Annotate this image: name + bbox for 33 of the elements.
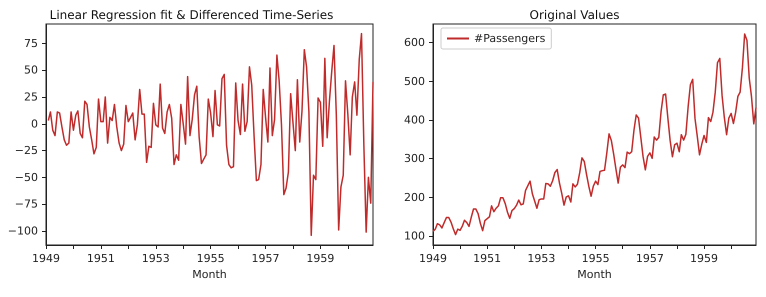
line-series: [432, 33, 757, 236]
x-tick-label: 1953: [527, 252, 556, 265]
y-tick-label: 200: [404, 190, 425, 204]
x-tick-label: 1959: [690, 252, 718, 265]
legend-label: #Passengers: [474, 32, 546, 45]
chart-title: Linear Regression fit & Differenced Time-Series: [50, 8, 334, 22]
x-axis-title: Month: [577, 268, 612, 281]
y-tick-label: −100: [8, 224, 38, 238]
x-tick-label: 1949: [32, 252, 60, 265]
y-tick-label: 25: [24, 90, 38, 104]
chart-title: Original Values: [530, 8, 620, 22]
x-tick-label: 1957: [636, 252, 664, 265]
x-tick-label: 1951: [86, 252, 115, 265]
x-tick-label: 1955: [582, 252, 610, 265]
y-tick-label: 500: [404, 74, 425, 88]
y-tick-label: 75: [24, 36, 38, 50]
x-tick-label: 1959: [306, 252, 334, 265]
x-tick-label: 1955: [196, 252, 225, 265]
x-tick-label: 1953: [142, 252, 170, 265]
y-tick-label: 50: [24, 64, 38, 77]
y-tick-label: −50: [14, 170, 38, 184]
y-tick-label: 400: [404, 113, 425, 126]
y-tick-label: −25: [14, 144, 38, 158]
y-tick-label: 100: [404, 230, 425, 243]
y-tick-label: −75: [14, 198, 38, 211]
y-tick-label: 600: [404, 36, 425, 50]
x-tick-label: 1951: [473, 252, 502, 265]
x-tick-label: 1949: [419, 252, 447, 265]
x-axis-title: Month: [192, 268, 227, 281]
line-series: [48, 32, 374, 236]
x-tick-label: 1957: [252, 252, 280, 265]
y-tick-label: 300: [404, 152, 425, 166]
y-tick-label: 0: [31, 117, 38, 130]
